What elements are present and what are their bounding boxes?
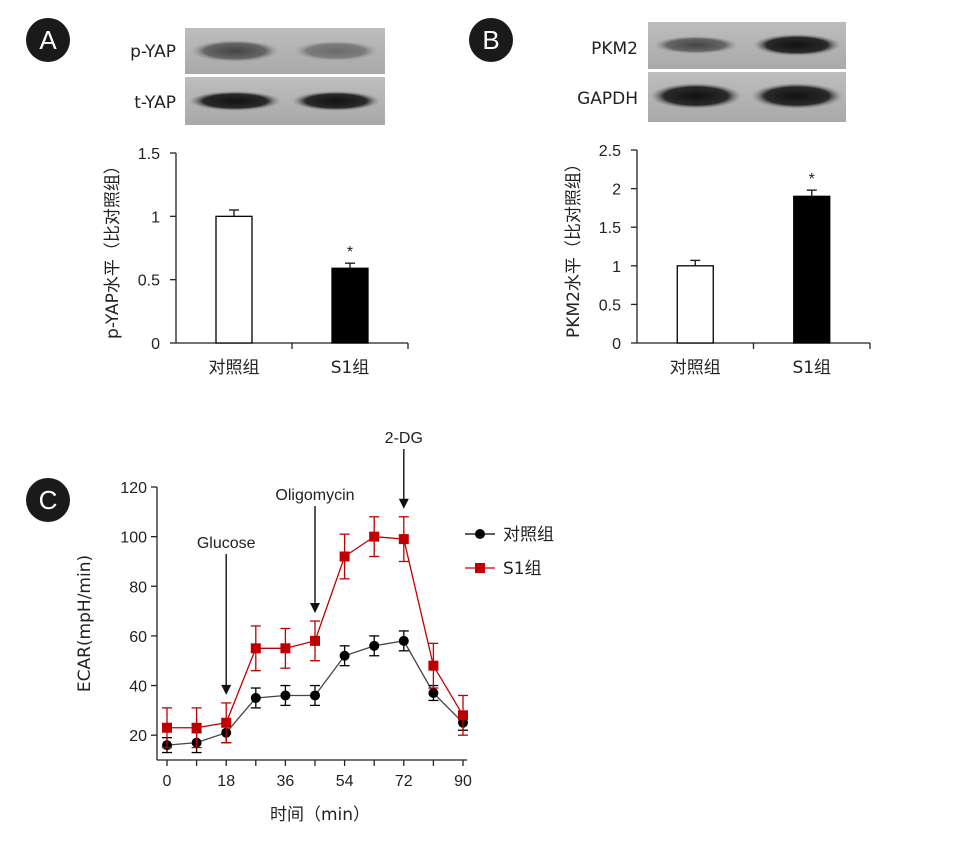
bar-1 [676,265,714,344]
data-point [339,650,350,661]
y-axis-label: PKM2水平（比对照组） [564,155,584,338]
data-point [310,635,320,646]
x-tick-label: 18 [217,773,235,790]
blot-band [654,36,738,54]
panel-b: B PKM2 GAPDH 0 0.5 1 1.5 2 2.5 对照组 S1组 * PKM2水平（比… [469,18,871,378]
data-point [191,722,202,733]
x-tick-label: 36 [277,773,295,790]
data-point [250,692,261,703]
panel-c: C 20 40 60 80 100 120 0 18 36 54 72 90 时间（min） ECAR(m… [26,430,554,825]
y-tick-label: 80 [129,579,147,596]
blot-label-gapdh: GAPDH [577,89,638,109]
data-point [221,717,232,728]
data-point [428,660,439,671]
y-tick-label: 60 [129,629,147,646]
legend-marker [475,563,485,573]
y-tick-label: 1.5 [599,220,621,237]
x-axis-label: 时间（min） [270,805,370,825]
blot-band [294,41,378,61]
data-point [428,687,439,698]
western-blot-a: p-YAP t-YAP [130,28,385,125]
annotation-arrowhead [398,498,409,509]
panel-a-badge-text: A [39,25,57,55]
data-point [310,690,320,701]
panel-a: A p-YAP t-YAP 0 0.5 1 1.5 对照组 S1组 * p-YAP水平（比对照… [26,18,409,378]
x-category-label: S1组 [792,358,831,378]
significance-mark: * [809,171,815,188]
panel-b-badge-text: B [482,25,499,55]
annotation-label: Oligomycin [275,487,354,504]
blot-label-t-yap: t-YAP [134,93,176,113]
x-tick-label: 90 [454,773,472,790]
blot-band [189,91,281,111]
x-tick-label: 54 [336,773,354,790]
panel-c-badge-text: C [39,485,58,515]
bar-chart-b: 0 0.5 1 1.5 2 2.5 对照组 S1组 * PKM2水平（比对照组） [564,143,871,378]
y-tick-label: 1 [612,259,621,276]
western-blot-b: PKM2 GAPDH [577,22,846,122]
x-category-label: 对照组 [670,358,721,378]
blot-label-p-yap: p-YAP [130,42,176,62]
y-tick-label: 20 [129,728,147,745]
x-tick-label: 0 [163,773,172,790]
bar-1 [215,215,253,344]
blot-band [650,83,742,109]
data-point [398,534,409,545]
bar-2 [331,267,369,344]
y-tick-label: 120 [120,480,147,497]
panel-a-badge [26,18,70,62]
data-point [458,710,468,721]
legend-label: S1组 [503,559,542,579]
y-tick-label: 100 [120,530,147,547]
annotation-arrowhead [221,684,232,695]
y-tick-label: 2 [612,182,621,199]
annotation-label: 2-DG [385,430,423,447]
blot-band [292,91,380,111]
data-point [369,531,380,542]
blot-label-pkm2: PKM2 [591,39,638,59]
y-tick-label: 1.5 [138,146,160,163]
bar-2 [793,195,831,344]
data-point [339,551,350,562]
y-tick-label: 0 [151,336,160,353]
line-chart-c: 20 40 60 80 100 120 0 18 36 54 72 90 时间（min） ECAR(mpH… [75,430,554,825]
y-tick-label: 1 [151,209,160,226]
bar-chart-a: 0 0.5 1 1.5 对照组 S1组 * p-YAP水平（比对照组） [103,146,409,378]
y-tick-label: 0 [612,336,621,353]
panel-c-badge [26,478,70,522]
x-category-label: 对照组 [209,358,260,378]
y-tick-label: 0.5 [138,273,160,290]
y-tick-label: 40 [129,679,147,696]
data-point [162,722,172,733]
panel-b-badge [469,18,513,62]
data-point [250,643,261,654]
data-point [369,640,380,651]
y-axis-label: p-YAP水平（比对照组） [103,157,123,339]
blot-band [191,40,279,62]
annotation-arrowhead [310,603,320,614]
y-axis-label: ECAR(mpH/min) [75,555,95,692]
blot-band [751,83,843,109]
legend-marker [475,529,485,539]
x-tick-label: 72 [395,773,413,790]
data-point [280,690,291,701]
data-point [280,643,291,654]
blot-band [753,34,841,56]
significance-mark: * [347,244,353,261]
y-tick-label: 0.5 [599,297,621,314]
legend-label: 对照组 [503,525,554,545]
data-point [398,635,409,646]
x-category-label: S1组 [331,358,370,378]
y-tick-label: 2.5 [599,143,621,160]
annotation-label: Glucose [197,535,256,552]
